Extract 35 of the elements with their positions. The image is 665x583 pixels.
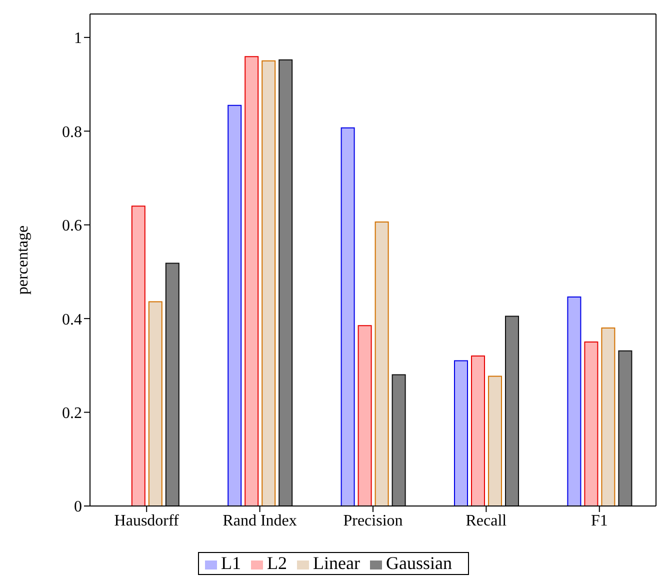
bar bbox=[618, 350, 632, 506]
bar bbox=[131, 206, 146, 506]
bar bbox=[358, 325, 372, 506]
legend-label: Linear bbox=[313, 553, 360, 573]
bar bbox=[488, 376, 502, 506]
bar bbox=[228, 104, 242, 506]
legend-label: Gaussian bbox=[386, 553, 452, 573]
x-tick-label: Recall bbox=[466, 512, 508, 530]
bar bbox=[165, 262, 180, 506]
x-tick-label: Rand Index bbox=[222, 512, 297, 530]
y-axis-title: percentage bbox=[14, 225, 32, 295]
legend-label: L1 bbox=[221, 553, 241, 573]
bar bbox=[567, 296, 582, 506]
bar bbox=[278, 59, 293, 506]
x-tick-label: F1 bbox=[590, 512, 608, 530]
x-tick-label: Hausdorff bbox=[114, 512, 180, 530]
bar bbox=[262, 60, 276, 506]
bar bbox=[584, 342, 598, 506]
bar bbox=[454, 360, 468, 506]
x-tick-label: Precision bbox=[343, 512, 403, 530]
y-tick-label: 1 bbox=[74, 30, 82, 48]
bar bbox=[374, 222, 389, 506]
bar bbox=[340, 127, 355, 506]
y-tick-label: 0.8 bbox=[62, 124, 82, 141]
legend-label: L2 bbox=[267, 553, 287, 573]
y-tick-label: 0.4 bbox=[62, 311, 82, 328]
y-tick-label: 0.6 bbox=[62, 218, 82, 235]
bar bbox=[601, 327, 616, 506]
bar bbox=[148, 301, 162, 506]
y-tick-label: 0.2 bbox=[62, 404, 82, 422]
bar bbox=[471, 356, 486, 506]
y-tick-label: 0 bbox=[74, 498, 82, 516]
bar bbox=[505, 316, 520, 506]
bar bbox=[392, 374, 406, 506]
bar bbox=[244, 56, 259, 506]
